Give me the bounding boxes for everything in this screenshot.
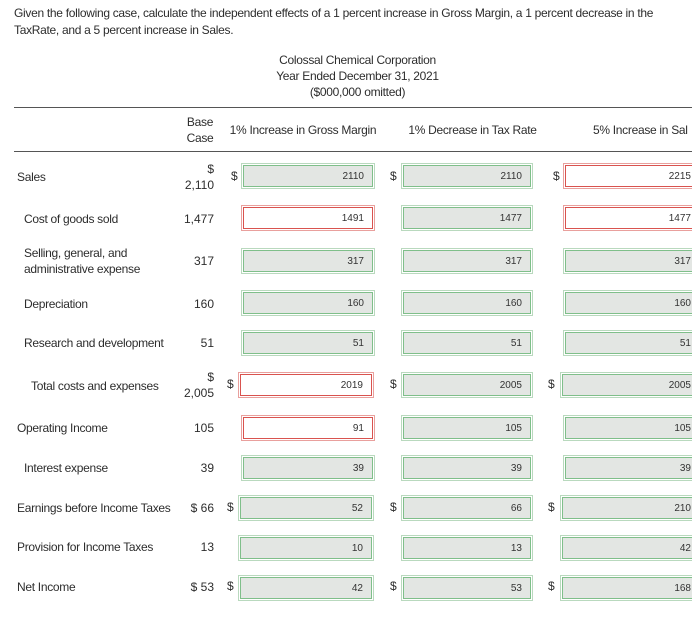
base-value-cogs: 1,477 — [183, 212, 214, 226]
gm-depreciation-input[interactable] — [241, 290, 375, 316]
sales-increase-header: 5% Increase in Sal — [593, 123, 688, 137]
sales-interest-input[interactable] — [563, 455, 692, 481]
dollar-sign: $ — [227, 500, 234, 514]
gm-provision-input[interactable] — [238, 535, 374, 561]
base-value-provision: 13 — [200, 540, 214, 554]
tax-total-costs-input[interactable] — [401, 372, 533, 398]
sales-ebt-input[interactable] — [560, 495, 692, 521]
sales-provision-input[interactable] — [560, 535, 692, 561]
base-value-net-income: $ 53 — [190, 580, 214, 594]
tax-interest-input[interactable] — [401, 455, 533, 481]
tax-net-income-input[interactable] — [401, 575, 533, 601]
base-value-ebt: $ 66 — [190, 501, 214, 515]
dollar-sign: $ — [390, 500, 397, 514]
row-label-sales: Sales — [17, 170, 46, 184]
row-label-rnd: Research and development — [24, 336, 164, 350]
sales-cogs-input[interactable] — [563, 205, 692, 231]
base-value-sga: 317 — [193, 254, 214, 268]
dollar-sign: $ — [227, 579, 234, 593]
row-label-operating-income: Operating Income — [17, 421, 108, 435]
row-label-depreciation: Depreciation — [24, 297, 88, 311]
dollar-sign: $ — [548, 500, 555, 514]
gm-ebt-input[interactable] — [238, 495, 374, 521]
base-value-depreciation: 160 — [193, 297, 214, 311]
dollar-sign: $ — [390, 579, 397, 593]
dollar-sign: $ — [553, 169, 560, 183]
row-label-sga: Selling, general, and administrative exp… — [24, 246, 141, 276]
base-value-sales: 2,110 — [184, 178, 214, 192]
dollar-sign: $ — [390, 377, 397, 391]
gm-sga-input[interactable] — [241, 248, 375, 274]
tax-depreciation-input[interactable] — [401, 290, 533, 316]
instructions-text: Given the following case, calculate the … — [14, 6, 654, 37]
tax-provision-input[interactable] — [401, 535, 533, 561]
gm-total-costs-input[interactable] — [238, 372, 374, 398]
dollar-sign: $ — [548, 579, 555, 593]
base-value-interest: 39 — [200, 461, 214, 475]
row-label-provision: Provision for Income Taxes — [17, 540, 154, 554]
row-label-net-income: Net Income — [17, 580, 76, 594]
dollar-sign: $ — [390, 169, 397, 183]
tax-rnd-input[interactable] — [401, 330, 533, 356]
sales-net-income-input[interactable] — [560, 575, 692, 601]
row-label-total-costs: Total costs and expenses — [31, 379, 159, 393]
base-value-total-costs: 2,005 — [183, 386, 214, 400]
base-value-rnd: 51 — [200, 336, 214, 350]
gm-operating-income-input[interactable] — [241, 415, 375, 441]
dollar-sign: $ — [231, 169, 238, 183]
gm-rnd-input[interactable] — [241, 330, 375, 356]
base-case-header: Base Case — [186, 115, 214, 145]
gross-margin-header: 1% Increase in Gross Margin — [229, 123, 377, 137]
tax-ebt-input[interactable] — [401, 495, 533, 521]
sales-rnd-input[interactable] — [563, 330, 692, 356]
sales-operating-income-input[interactable] — [563, 415, 692, 441]
base-value-operating-income: 105 — [193, 421, 214, 435]
row-label-interest: Interest expense — [24, 461, 108, 475]
tax-cogs-input[interactable] — [401, 205, 533, 231]
sales-sga-input[interactable] — [563, 248, 692, 274]
row-label-cogs: Cost of goods sold — [24, 212, 118, 226]
header-bottom-rule — [14, 151, 692, 152]
gm-interest-input[interactable] — [241, 455, 375, 481]
gm-cogs-input[interactable] — [241, 205, 375, 231]
header-top-rule — [14, 107, 692, 108]
tax-operating-income-input[interactable] — [401, 415, 533, 441]
tax-sga-input[interactable] — [401, 248, 533, 274]
row-label-ebt: Earnings before Income Taxes — [17, 501, 171, 515]
tax-sales-input[interactable] — [401, 163, 533, 189]
base-dollar-total-costs: $ — [207, 370, 214, 384]
sales-depreciation-input[interactable] — [563, 290, 692, 316]
dollar-sign: $ — [548, 377, 555, 391]
sales-total-costs-input[interactable] — [560, 372, 692, 398]
base-dollar-sales: $ — [207, 162, 214, 176]
dollar-sign: $ — [227, 377, 234, 391]
tax-rate-header: 1% Decrease in Tax Rate — [408, 123, 537, 137]
sales-sales-input[interactable] — [563, 163, 692, 189]
gm-sales-input[interactable] — [241, 163, 375, 189]
gm-net-income-input[interactable] — [238, 575, 374, 601]
